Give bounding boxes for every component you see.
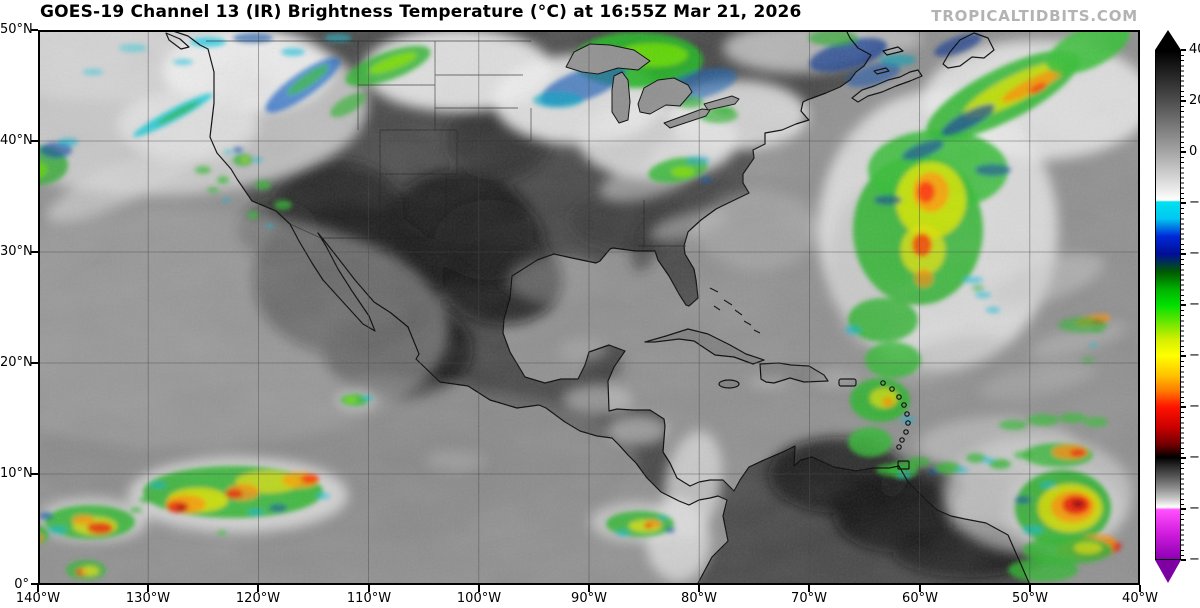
lon-tick-label: 120°W [235, 591, 281, 606]
lon-tick-mark [257, 585, 259, 592]
colorbar-tick-mark [1181, 100, 1186, 102]
lon-tick-label: 50°W [1012, 591, 1048, 606]
colorbar-tick-label: 40 [1189, 42, 1200, 57]
colorbar-tick-mark [1181, 355, 1186, 357]
colorbar-extend-under-arrow [1155, 560, 1181, 583]
colorbar-tick-label: −80 [1189, 501, 1200, 516]
colorbar-tick-mark [1181, 49, 1186, 51]
lon-tick-mark [368, 585, 370, 592]
lon-tick-mark [588, 585, 590, 592]
colorbar-tick-label: −30 [1189, 246, 1200, 261]
lon-tick-mark [1029, 585, 1031, 592]
lat-tick-mark [31, 251, 38, 253]
lon-tick-label: 60°W [902, 591, 938, 606]
lon-tick-mark [698, 585, 700, 592]
colorbar-tick-label: −60 [1189, 399, 1200, 414]
colorbar-tick-label: −40 [1189, 297, 1200, 312]
colorbar-tick-label: −20 [1189, 195, 1200, 210]
colorbar-tick-mark [1181, 559, 1186, 561]
lat-tick-mark [31, 362, 38, 364]
lat-tick-label: 30°N [0, 244, 33, 259]
colorbar-tick-mark [1181, 457, 1186, 459]
lon-tick-label: 130°W [125, 591, 171, 606]
lon-tick-label: 40°W [1122, 591, 1158, 606]
lat-tick-mark [31, 140, 38, 142]
lat-tick-label: 0° [14, 577, 29, 592]
lon-tick-label: 110°W [346, 591, 392, 606]
lon-tick-mark [147, 585, 149, 592]
lon-tick-mark [1139, 585, 1141, 592]
colorbar-tick-mark [1181, 508, 1186, 510]
colorbar-extend-over-arrow [1155, 30, 1181, 50]
satellite-map [38, 30, 1140, 585]
lat-tick-label: 50°N [0, 22, 33, 37]
colorbar-tick-label: 20 [1189, 93, 1200, 108]
page-title: GOES-19 Channel 13 (IR) Brightness Tempe… [40, 2, 802, 22]
lon-tick-label: 90°W [571, 591, 607, 606]
colorbar-tick-mark [1181, 151, 1186, 153]
lat-tick-label: 40°N [0, 133, 33, 148]
colorbar-gradient [1155, 50, 1181, 560]
lat-tick-mark [31, 473, 38, 475]
colorbar-tick-mark [1181, 304, 1186, 306]
satellite-map-image [38, 30, 1140, 585]
lon-tick-label: 100°W [456, 591, 502, 606]
lat-tick-mark [31, 583, 38, 585]
colorbar-tick-label: −90 [1189, 552, 1200, 567]
colorbar-tick-mark [1181, 406, 1186, 408]
lon-tick-label: 140°W [15, 591, 61, 606]
colorbar-tick-label: 0 [1189, 144, 1198, 159]
lon-tick-mark [478, 585, 480, 592]
lon-tick-mark [37, 585, 39, 592]
lon-tick-label: 80°W [681, 591, 717, 606]
lon-tick-mark [808, 585, 810, 592]
colorbar-tick-label: −70 [1189, 450, 1200, 465]
grain-overlay [38, 30, 1140, 585]
lon-tick-label: 70°W [791, 591, 827, 606]
watermark: TROPICALTIDBITS.COM [931, 7, 1138, 25]
lat-tick-mark [31, 29, 38, 31]
colorbar-tick-mark [1181, 253, 1186, 255]
colorbar-tick-label: −50 [1189, 348, 1200, 363]
lon-tick-mark [919, 585, 921, 592]
lat-tick-label: 10°N [0, 466, 33, 481]
lat-tick-label: 20°N [0, 355, 33, 370]
map-border [38, 30, 1140, 585]
colorbar-tick-mark [1181, 202, 1186, 204]
